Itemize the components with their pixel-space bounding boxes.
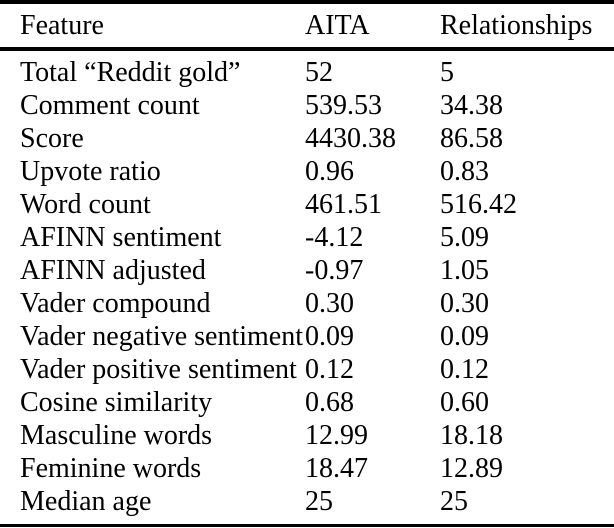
aita-value-cell: 461.51 [305,189,382,220]
table-row: Vader compound 0.30 0.30 [0,287,614,320]
feature-cell: Score [20,123,84,154]
table-row: Total “Reddit gold” 52 5 [0,49,614,89]
feature-cell: Upvote ratio [20,156,161,187]
column-header-feature: Feature [0,2,305,51]
table-row: Word count 461.51 516.42 [0,188,614,221]
relationships-value-cell: 18.18 [440,420,503,451]
feature-cell: Comment count [20,90,200,121]
feature-cell: Total “Reddit gold” [20,57,241,88]
aita-value-cell: -0.97 [305,255,364,286]
relationships-value-cell: 5 [440,57,454,88]
aita-value-cell: 0.96 [305,156,354,187]
column-header-relationships: Relationships [440,2,614,51]
relationships-value-cell: 86.58 [440,123,503,154]
aita-value-cell: 25 [305,486,333,517]
feature-cell: Masculine words [20,420,213,451]
relationships-value-cell: 0.83 [440,156,489,187]
aita-value-cell: 0.09 [305,321,354,352]
table-row: AFINN sentiment -4.12 5.09 [0,221,614,254]
table-row: AFINN adjusted -0.97 1.05 [0,254,614,287]
feature-cell: AFINN sentiment [20,222,222,253]
relationships-value-cell: 516.42 [440,189,517,220]
aita-value-cell: 12.99 [305,420,368,451]
aita-value-cell: 0.30 [305,288,354,319]
aita-value-cell: 539.53 [305,90,382,121]
table-row: Median age 25 25 [0,485,614,526]
aita-value-cell: 0.12 [305,354,354,385]
column-header-aita: AITA [305,2,440,51]
feature-cell: Feminine words [20,453,202,484]
aita-value-cell: -4.12 [305,222,364,253]
aita-value-cell: 4430.38 [305,123,396,154]
table-row: Masculine words 12.99 18.18 [0,419,614,452]
relationships-value-cell: 0.30 [440,288,489,319]
feature-cell: Vader negative sentiment [20,321,304,352]
table-row: Vader positive sentiment 0.12 0.12 [0,353,614,386]
relationships-value-cell: 1.05 [440,255,489,286]
feature-cell: Word count [20,189,151,220]
feature-cell: Vader compound [20,288,211,319]
table-row: Score 4430.38 86.58 [0,122,614,155]
table-row: Comment count 539.53 34.38 [0,89,614,122]
feature-cell: Vader positive sentiment [20,354,297,385]
relationships-value-cell: 34.38 [440,90,503,121]
relationships-value-cell: 0.60 [440,387,489,418]
aita-value-cell: 18.47 [305,453,368,484]
table-header-row: Feature AITA Relationships [0,2,614,51]
table-row: Vader negative sentiment 0.09 0.09 [0,320,614,353]
aita-value-cell: 0.68 [305,387,354,418]
relationships-value-cell: 0.09 [440,321,489,352]
feature-cell: AFINN adjusted [20,255,206,286]
relationships-value-cell: 12.89 [440,453,503,484]
relationships-value-cell: 5.09 [440,222,489,253]
table-row: Feminine words 18.47 12.89 [0,452,614,485]
relationships-value-cell: 25 [440,486,468,517]
table-row: Upvote ratio 0.96 0.83 [0,155,614,188]
table-row: Cosine similarity 0.68 0.60 [0,386,614,419]
table-body: Total “Reddit gold” 52 5 Comment count 539.5… [0,49,614,526]
aita-value-cell: 52 [305,57,333,88]
feature-cell: Median age [20,486,152,517]
relationships-value-cell: 0.12 [440,354,489,385]
feature-cell: Cosine similarity [20,387,213,418]
